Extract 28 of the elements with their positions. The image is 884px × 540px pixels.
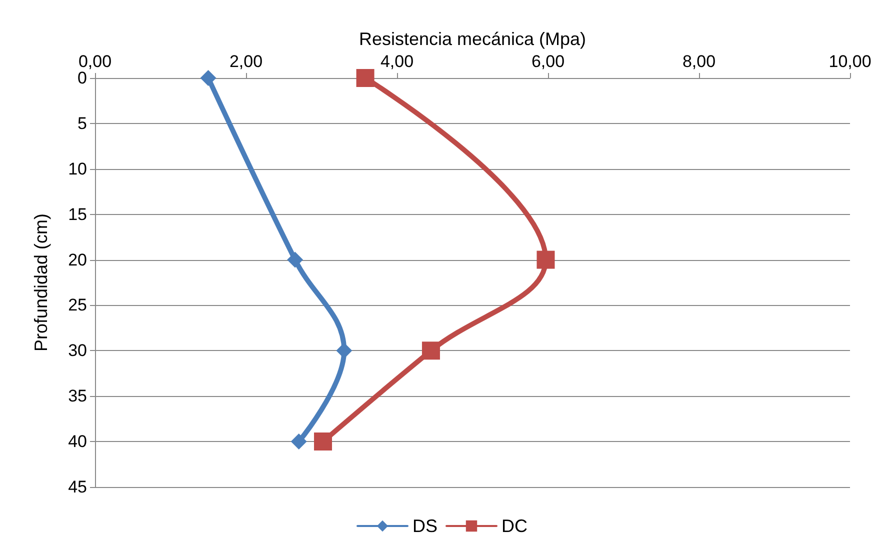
x-tick-label: 6,00 — [531, 52, 565, 71]
point — [287, 252, 304, 268]
y-tick-label: 30 — [68, 341, 87, 360]
x-axis-title: Resistencia mecánica (Mpa) — [358, 29, 586, 49]
y-tick-label: 40 — [68, 432, 87, 452]
y-tick-label: 15 — [68, 204, 87, 224]
x-tick-label: 0,00 — [78, 52, 112, 71]
y-tick-label: 20 — [68, 250, 87, 270]
y-tick-label: 45 — [68, 478, 87, 496]
point — [290, 434, 307, 450]
legend-label: DS — [412, 516, 438, 536]
y-axis-title: Profundidad (cm) — [31, 213, 51, 352]
y-tick-label: 35 — [68, 386, 87, 406]
x-tick-label: 8,00 — [682, 52, 716, 71]
point — [356, 69, 374, 87]
x-tick-label: 10,00 — [828, 52, 872, 71]
y-tick-label: 10 — [68, 159, 87, 178]
point — [336, 342, 352, 359]
point — [200, 70, 216, 86]
y-tick-label: 0 — [78, 68, 87, 88]
point — [536, 250, 555, 269]
point — [422, 342, 440, 360]
x-tick-label: 4,00 — [380, 52, 414, 71]
y-tick-label: 25 — [68, 296, 87, 315]
point — [314, 432, 332, 451]
x-tick-label: 2,00 — [229, 52, 263, 71]
legend-label: DC — [502, 516, 528, 536]
y-tick-label: 5 — [78, 114, 87, 133]
